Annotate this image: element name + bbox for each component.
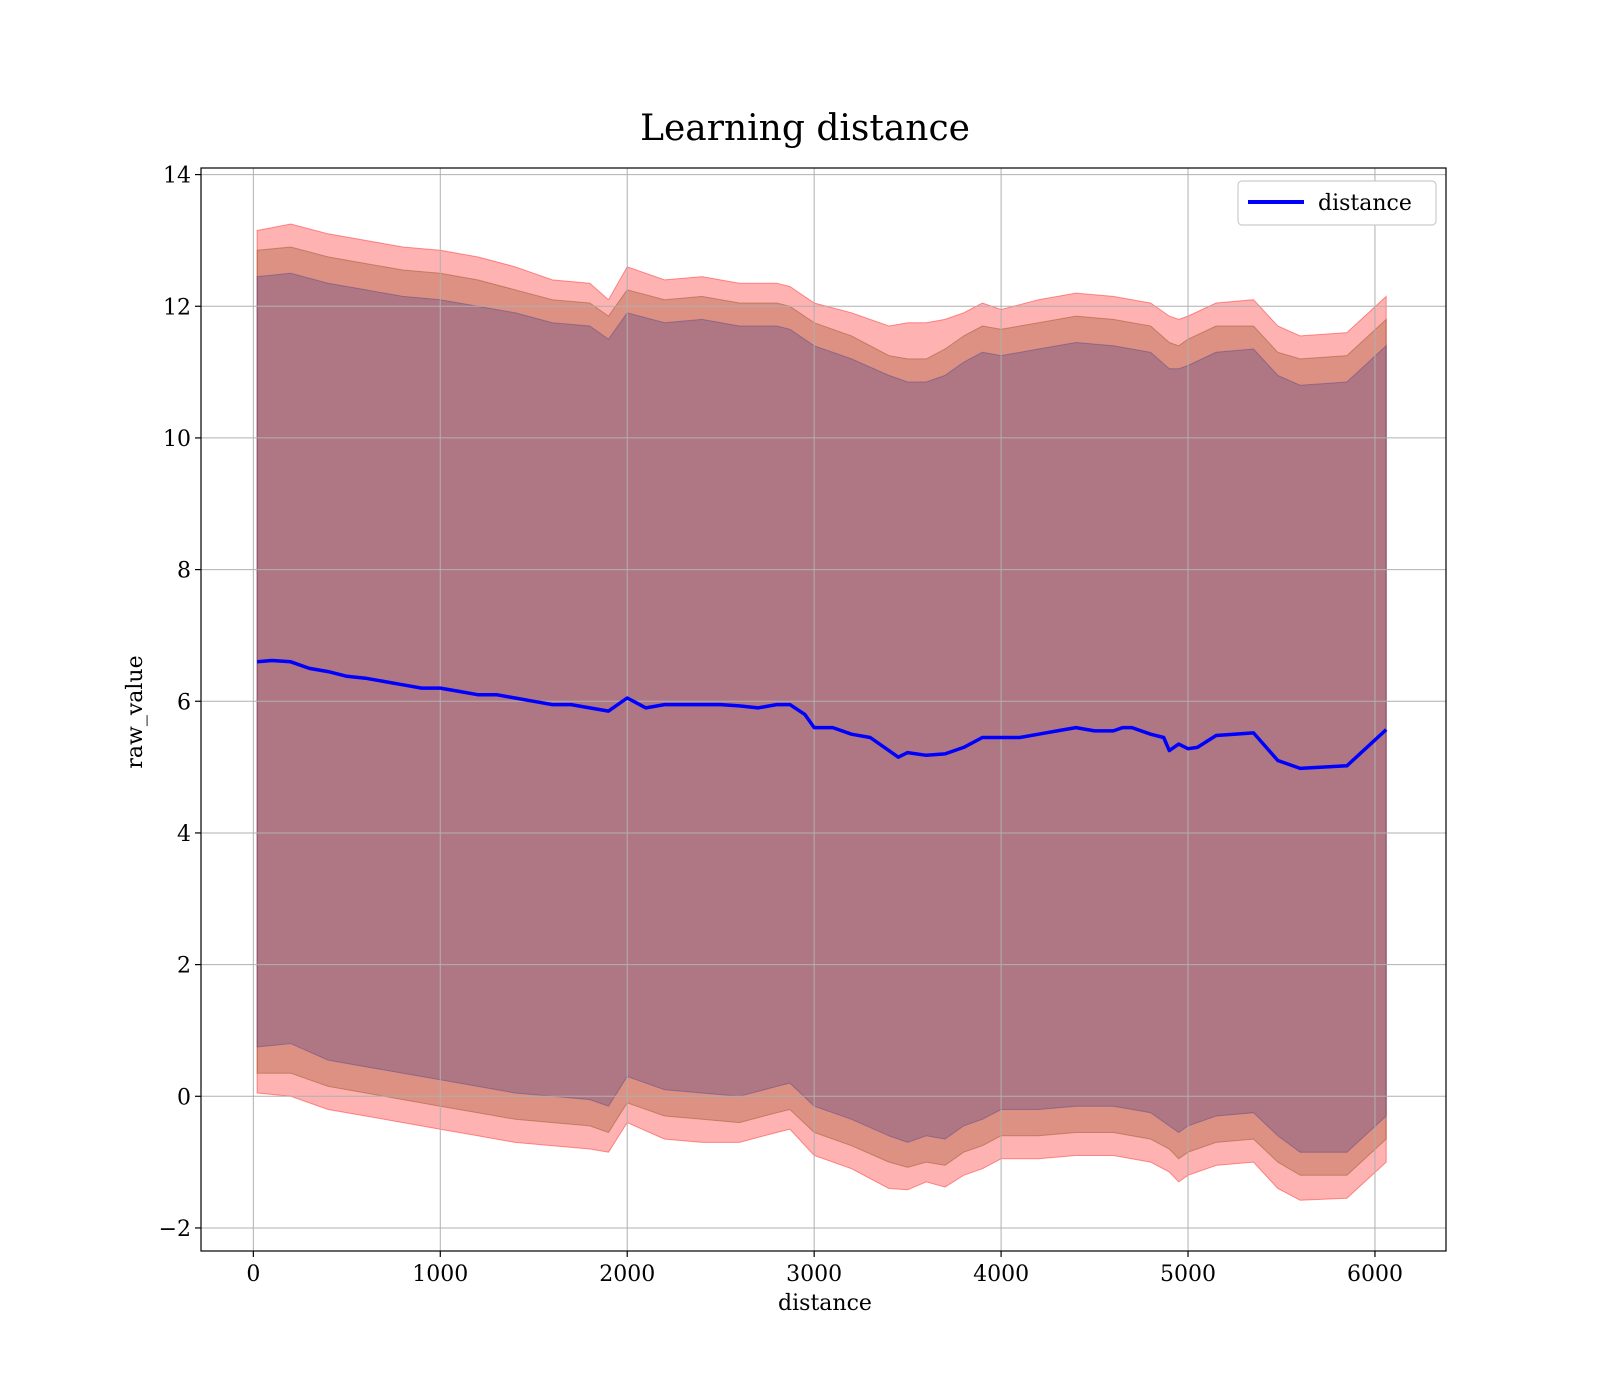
x-tick-label-4: 4000: [973, 1262, 1029, 1287]
x-tick-label-5: 5000: [1160, 1262, 1216, 1287]
y-axis-ticks: −2 0 2 4 6 8 10 12 14: [159, 164, 201, 1242]
plot-frame: [200, 167, 1447, 1252]
band-2: [256, 272, 1387, 1153]
x-axis-label: distance: [778, 1291, 872, 1316]
grid-lines: [201, 168, 1446, 1251]
confidence-bands: [256, 223, 1387, 1201]
x-tick-label-2: 2000: [599, 1262, 655, 1287]
x-tick-label-1: 1000: [412, 1262, 468, 1287]
y-tick-label-8: 14: [163, 164, 191, 189]
y-tick-label-4: 6: [177, 690, 191, 715]
chart-title: Learning distance: [640, 108, 970, 149]
y-axis-label: raw_value: [123, 655, 148, 768]
y-tick-label-7: 12: [163, 295, 191, 320]
y-tick-label-2: 2: [177, 954, 191, 979]
x-tick-label-6: 6000: [1347, 1262, 1403, 1287]
legend: distance: [1237, 180, 1437, 226]
series-line-distance: [256, 658, 1388, 771]
band-0: [256, 223, 1387, 1201]
band-1: [256, 246, 1387, 1176]
y-tick-label-0: −2: [159, 1217, 191, 1242]
y-tick-label-5: 8: [177, 559, 191, 584]
legend-box: [1237, 180, 1437, 226]
y-tick-label-1: 0: [177, 1085, 191, 1110]
x-tick-label-0: 0: [246, 1262, 260, 1287]
y-tick-label-3: 4: [177, 822, 191, 847]
plot-area: [201, 168, 1446, 1251]
y-tick-label-6: 10: [163, 427, 191, 452]
legend-label-distance: distance: [1318, 191, 1412, 216]
x-tick-label-3: 3000: [786, 1262, 842, 1287]
series-lines: [256, 658, 1388, 771]
x-axis-ticks: 0 1000 2000 3000 4000 5000 6000: [246, 1251, 1403, 1287]
